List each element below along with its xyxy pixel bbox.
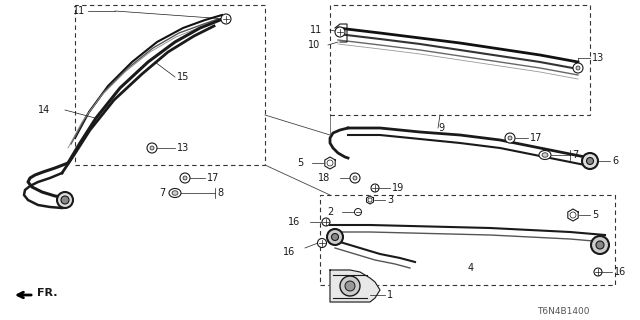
- Polygon shape: [367, 196, 374, 204]
- Circle shape: [505, 133, 515, 143]
- Circle shape: [591, 236, 609, 254]
- Circle shape: [340, 276, 360, 296]
- Circle shape: [594, 268, 602, 276]
- Text: 14: 14: [38, 105, 51, 115]
- Text: 8: 8: [217, 188, 223, 198]
- Ellipse shape: [172, 191, 178, 195]
- Circle shape: [573, 63, 583, 73]
- Circle shape: [61, 196, 69, 204]
- Text: FR.: FR.: [37, 288, 58, 298]
- Circle shape: [508, 136, 512, 140]
- Text: 15: 15: [177, 72, 189, 82]
- Text: 3: 3: [387, 195, 393, 205]
- Text: 1: 1: [387, 290, 393, 300]
- Text: 16: 16: [288, 217, 300, 227]
- Text: 18: 18: [317, 173, 330, 183]
- Circle shape: [332, 234, 339, 241]
- Text: 10: 10: [308, 40, 320, 50]
- Text: 16: 16: [283, 247, 295, 257]
- Text: 11: 11: [73, 6, 85, 16]
- Polygon shape: [568, 209, 578, 221]
- Text: 11: 11: [310, 25, 322, 35]
- Text: 5: 5: [592, 210, 598, 220]
- Ellipse shape: [542, 153, 548, 157]
- Circle shape: [355, 209, 362, 215]
- Circle shape: [371, 184, 379, 192]
- Circle shape: [327, 229, 343, 245]
- Circle shape: [147, 143, 157, 153]
- Circle shape: [350, 173, 360, 183]
- Circle shape: [221, 14, 231, 24]
- Text: 13: 13: [592, 53, 604, 63]
- Text: 7: 7: [572, 150, 579, 160]
- Circle shape: [322, 218, 330, 226]
- Circle shape: [345, 281, 355, 291]
- Circle shape: [180, 173, 190, 183]
- Circle shape: [327, 160, 333, 166]
- Text: 2: 2: [327, 207, 333, 217]
- Circle shape: [596, 241, 604, 249]
- Polygon shape: [330, 270, 380, 302]
- Ellipse shape: [539, 150, 551, 159]
- Circle shape: [57, 192, 73, 208]
- Text: 17: 17: [530, 133, 542, 143]
- Circle shape: [576, 66, 580, 70]
- Text: 17: 17: [207, 173, 220, 183]
- Circle shape: [150, 146, 154, 150]
- Text: 7: 7: [159, 188, 165, 198]
- Polygon shape: [325, 157, 335, 169]
- Circle shape: [586, 157, 593, 164]
- Text: 13: 13: [177, 143, 189, 153]
- Ellipse shape: [169, 188, 181, 197]
- Text: 19: 19: [392, 183, 404, 193]
- Circle shape: [582, 153, 598, 169]
- Text: 16: 16: [614, 267, 627, 277]
- Circle shape: [353, 176, 357, 180]
- Circle shape: [335, 27, 345, 37]
- Circle shape: [317, 238, 326, 247]
- Text: 4: 4: [468, 263, 474, 273]
- Text: 9: 9: [438, 123, 444, 133]
- Text: 6: 6: [612, 156, 618, 166]
- Circle shape: [368, 198, 372, 202]
- Circle shape: [570, 212, 576, 218]
- Text: T6N4B1400: T6N4B1400: [538, 308, 590, 316]
- Circle shape: [183, 176, 187, 180]
- Text: 5: 5: [297, 158, 303, 168]
